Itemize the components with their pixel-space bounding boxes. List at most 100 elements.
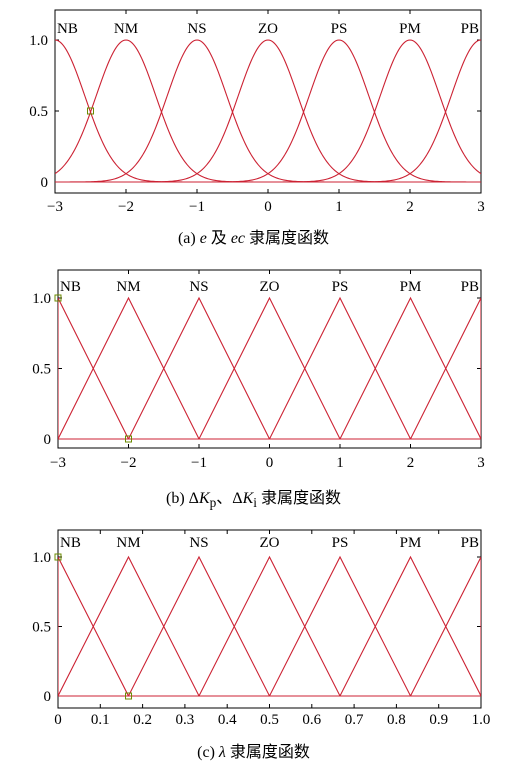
x-tick-label: −3: [47, 199, 63, 215]
data-marker: [54, 553, 62, 561]
caption-part: 、Δ: [216, 490, 243, 507]
series-label-nm: NM: [116, 279, 140, 295]
membership-curve-zo: [55, 39, 481, 183]
series-label-nb: NB: [60, 535, 81, 551]
caption-part: 及: [206, 230, 231, 247]
x-tick-label: −2: [121, 455, 137, 471]
membership-curve-pb: [58, 297, 481, 440]
caption-prefix: (b): [166, 490, 189, 507]
series-label-ns: NS: [189, 535, 208, 551]
x-tick-label: −1: [189, 199, 205, 215]
x-tick-label: 3: [477, 199, 485, 215]
x-tick-label: 0.9: [429, 712, 448, 728]
series-label-ns: NS: [187, 21, 206, 37]
membership-curve-pb: [58, 556, 481, 697]
membership-curve-zo: [58, 296, 481, 440]
x-tick-label: 1: [335, 199, 343, 215]
x-tick-label: 0.2: [133, 712, 152, 728]
series-label-pm: PM: [399, 21, 421, 37]
caption-part: ec: [230, 230, 246, 247]
membership-curve-pm: [58, 555, 481, 697]
membership-chart-a: −3 −2 −1 0 1 2 3 0 0.5 1.0 NB NM NS ZO PS PM PB: [29, 9, 485, 215]
membership-curve-ps: [58, 296, 481, 440]
y-tick-label: 0: [44, 432, 52, 448]
caption-part: 隶属度函数: [245, 230, 330, 247]
y-tick-label: 0: [41, 175, 49, 191]
series-label-ps: PS: [331, 21, 348, 37]
y-tick-label: 1.0: [32, 291, 51, 307]
curves-group: [58, 555, 481, 697]
series-label-pm: PM: [400, 279, 422, 295]
membership-curve-ns: [58, 555, 481, 697]
membership-curve-pb: [55, 39, 481, 183]
caption-part: 隶属度函数: [256, 490, 341, 507]
x-tick-label: 0.1: [91, 712, 110, 728]
membership-curve-pm: [58, 296, 481, 440]
curves-group: [58, 296, 481, 440]
x-tick-label: 1.0: [472, 712, 491, 728]
x-tick-label: 2: [406, 199, 414, 215]
x-tick-label: 0.8: [387, 712, 406, 728]
chart-caption-c: (c) λ 隶属度函数: [0, 738, 507, 762]
series-label-nm: NM: [116, 535, 140, 551]
membership-curve-pm: [55, 39, 481, 183]
membership-curve-nb: [55, 39, 481, 183]
caption-part: K: [242, 490, 254, 507]
y-tick-label: 0: [44, 689, 52, 705]
x-tick-label: 2: [407, 455, 415, 471]
series-label-pb: PB: [461, 279, 479, 295]
y-tick-label: 0.5: [29, 104, 48, 120]
plot-frame: [54, 9, 482, 194]
x-tick-label: 0.3: [176, 712, 195, 728]
data-marker: [125, 435, 132, 443]
x-tick-label: 0: [54, 712, 62, 728]
caption-part: Δ: [188, 490, 199, 507]
series-label-ns: NS: [189, 279, 208, 295]
membership-curve-ps: [55, 39, 481, 183]
x-tick-label: 0: [266, 455, 274, 471]
series-label-nm: NM: [114, 21, 138, 37]
series-label-ps: PS: [332, 279, 349, 295]
chart-panel-b: −3 −2 −1 0 1 2 3 0 0.5 1.0 NB NM NS ZO PS PM PB (b) ΔKp、…: [0, 258, 507, 518]
x-tick-label: −2: [118, 199, 134, 215]
chart-panel-a: −3 −2 −1 0 1 2 3 0 0.5 1.0 NB NM NS ZO PS PM PB (a) e 及 …: [0, 0, 507, 250]
data-marker: [125, 692, 133, 700]
chart-caption-b: (b) ΔKp、ΔKi 隶属度函数: [0, 484, 507, 511]
x-tick-label: −1: [191, 455, 207, 471]
membership-curve-ns: [55, 39, 481, 183]
series-label-zo: ZO: [258, 21, 278, 37]
series-label-pb: PB: [461, 535, 479, 551]
y-tick-label: 1.0: [29, 33, 48, 49]
membership-curve-nm: [55, 39, 481, 183]
chart-caption-a: (a) e 及 ec 隶属度函数: [0, 224, 507, 248]
caption-part: p: [209, 495, 217, 511]
series-label-zo: ZO: [260, 279, 280, 295]
membership-curve-nb: [58, 297, 481, 440]
membership-curve-nm: [58, 555, 481, 697]
membership-curve-nm: [58, 296, 481, 440]
chart-panel-c: 0 0.1 0.2 0.3 0.4 0.5 0.6 0.7 0.8 0.9 1.0 0 0.5 1.0 NB…: [0, 518, 507, 772]
membership-curve-ns: [58, 296, 481, 440]
curves-group: [55, 39, 481, 183]
caption-part: 隶属度函数: [225, 744, 310, 761]
x-tick-label: 0.7: [345, 712, 364, 728]
x-tick-label: 0.4: [218, 712, 237, 728]
series-label-nb: NB: [60, 279, 81, 295]
data-marker: [54, 294, 62, 302]
series-label-pb: PB: [461, 21, 479, 37]
data-marker: [87, 107, 94, 115]
membership-chart-b: −3 −2 −1 0 1 2 3 0 0.5 1.0 NB NM NS ZO PS PM PB: [32, 269, 485, 471]
caption-part: K: [198, 490, 210, 507]
x-tick-label: −3: [50, 455, 66, 471]
caption-part: e: [199, 230, 207, 247]
x-tick-label: 0: [264, 199, 272, 215]
y-tick-label: 1.0: [32, 550, 51, 566]
y-tick-label: 0.5: [32, 362, 51, 378]
membership-curve-nb: [58, 556, 481, 697]
x-tick-label: 0.5: [260, 712, 279, 728]
x-tick-label: 3: [477, 455, 485, 471]
x-tick-label: 1: [336, 455, 344, 471]
caption-prefix: (a): [177, 230, 200, 247]
caption-part: λ: [218, 744, 226, 761]
series-label-pm: PM: [400, 535, 422, 551]
